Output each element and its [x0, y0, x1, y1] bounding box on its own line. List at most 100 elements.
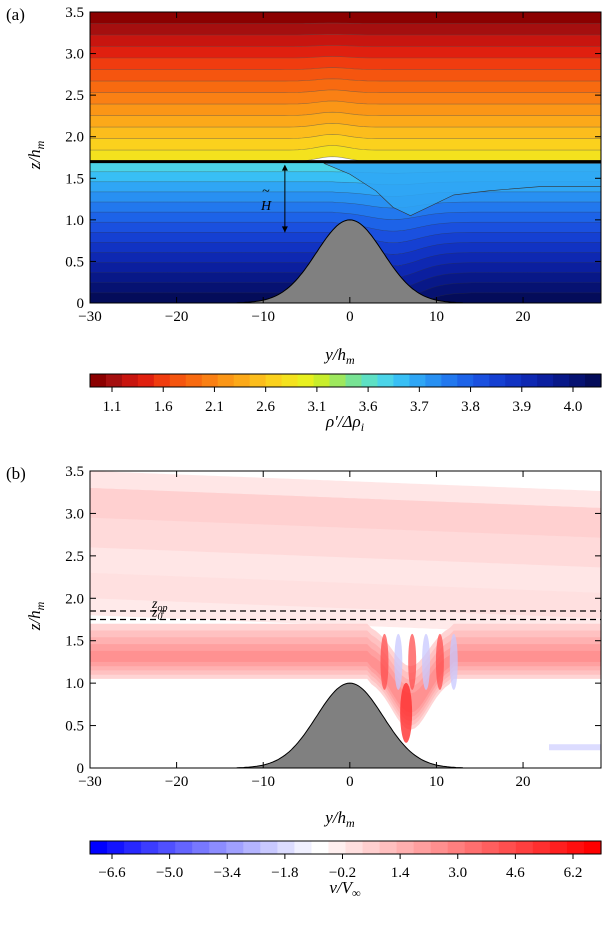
- colorbar-swatch: [457, 374, 474, 387]
- y-tick-label: 2.5: [65, 549, 84, 565]
- colorbar-swatch: [243, 841, 261, 854]
- velocity-band-jet: [90, 644, 601, 718]
- colorbar-swatch: [209, 841, 227, 854]
- colorbar-swatch: [249, 374, 267, 387]
- colorbar-tick-label: −0.2: [329, 865, 356, 881]
- colorbar-tick-label: −1.8: [271, 865, 298, 881]
- colorbar-tick-label: −3.4: [214, 865, 242, 881]
- x-axis-title: y/hm: [323, 345, 355, 367]
- colorbar-swatch: [345, 841, 364, 854]
- colorbar-swatch: [441, 374, 458, 387]
- x-tick-label: 20: [516, 309, 531, 325]
- y-tick-label: 2.0: [65, 130, 84, 146]
- colorbar-swatch: [297, 374, 315, 387]
- colorbar-swatch: [413, 841, 432, 854]
- colorbar-tick-label: 1.6: [154, 399, 173, 415]
- colorbar-tick-label: 1.4: [391, 865, 410, 881]
- y-tick-label: 1.0: [65, 213, 84, 229]
- y-tick-label: 0: [77, 761, 85, 777]
- colorbar-swatch: [361, 374, 379, 387]
- colorbar-swatch: [362, 841, 381, 854]
- colorbar-swatch: [430, 841, 449, 854]
- y-tick-label: 2.5: [65, 88, 84, 104]
- x-tick-label: −20: [165, 774, 188, 790]
- colorbar-swatch: [549, 841, 568, 854]
- colorbar-swatch: [329, 374, 347, 387]
- colorbar-swatch: [425, 374, 442, 387]
- colorbar-swatch: [328, 841, 347, 854]
- colorbar-swatch: [175, 841, 193, 854]
- layer-depth-arrow: [281, 164, 288, 233]
- y-tick-label: 0: [77, 296, 85, 312]
- colorbar-swatch: [583, 841, 602, 854]
- colorbar-tick-label: 2.6: [256, 399, 275, 415]
- colorbar-swatch: [537, 374, 554, 387]
- colorbar-tick-label: 1.1: [103, 399, 122, 415]
- colorbar-swatch: [377, 374, 395, 387]
- y-tick-label: 3.0: [65, 506, 84, 522]
- colorbar-tick-label: 3.6: [359, 399, 378, 415]
- colorbar-swatch: [532, 841, 551, 854]
- layer-depth-annotation-accent: ~: [262, 184, 270, 199]
- colorbar-swatch: [481, 841, 500, 854]
- y-tick-label: 1.5: [65, 171, 84, 187]
- hill-topography: [236, 219, 463, 304]
- y-tick-label: 1.0: [65, 676, 84, 692]
- velocity-band-upper: [90, 572, 601, 623]
- colorbar-frame: [89, 840, 602, 855]
- layer-depth-annotation: H: [260, 199, 272, 214]
- colorbar-swatch: [260, 841, 278, 854]
- colorbar: 1.1 1.6 2.1 2.6 3.1 3.6 3.7 3.8 3.9 4.0: [89, 373, 602, 415]
- colorbar-swatch: [447, 841, 466, 854]
- colorbar-swatch: [505, 374, 522, 387]
- colorbar-swatch: [107, 841, 125, 854]
- reference-line-label: zop: [151, 597, 167, 614]
- colorbar-tick-label: 3.7: [410, 399, 429, 415]
- colorbar-swatch: [515, 841, 534, 854]
- colorbar-swatch: [294, 841, 313, 854]
- colorbar-swatch: [585, 374, 602, 387]
- colorbar-tick-label: −5.0: [156, 865, 183, 881]
- colorbar-swatch: [313, 374, 331, 387]
- y-axis-title: z/hm: [25, 601, 47, 631]
- colorbar-swatch: [521, 374, 538, 387]
- colorbar-tick-label: −6.6: [98, 865, 126, 881]
- colorbar-swatch: [121, 374, 139, 387]
- lee-wave-cell: [380, 633, 389, 690]
- colorbar-swatch: [489, 374, 506, 387]
- colorbar-swatch: [265, 374, 283, 387]
- colorbar-tick-label: 3.0: [448, 865, 467, 881]
- x-axis-ticks: −30 −20 −10 0 10 20: [78, 12, 531, 325]
- y-tick-label: 2.0: [65, 591, 84, 607]
- colorbar-swatch: [192, 841, 210, 854]
- lee-wave-cell: [449, 633, 458, 690]
- velocity-band-upper: [90, 488, 601, 538]
- y-tick-label: 3.5: [65, 464, 84, 480]
- lee-wave-cell: [422, 633, 431, 690]
- colorbar-tick-label: 3.8: [461, 399, 480, 415]
- colorbar-swatch: [141, 841, 159, 854]
- lee-wave-cell: [394, 633, 403, 690]
- colorbar-tick-label: 4.0: [564, 399, 583, 415]
- colorbar-tick-label: 3.9: [512, 399, 531, 415]
- lee-wave-cell: [408, 633, 417, 690]
- colorbar-tick-label: 3.1: [308, 399, 327, 415]
- colorbar-swatch: [409, 374, 426, 387]
- colorbar-swatch: [464, 841, 483, 854]
- velocity-band-jet: [90, 650, 601, 713]
- colorbar-frame: [89, 373, 602, 388]
- colorbar-swatch: [473, 374, 490, 387]
- x-tick-label: −10: [251, 774, 274, 790]
- colorbar-title: v/V∞: [329, 878, 361, 900]
- colorbar-swatch: [345, 374, 363, 387]
- x-axis-ticks: −30 −20 −10 0 10 20: [78, 471, 531, 790]
- colorbar-swatch: [226, 841, 244, 854]
- y-tick-label: 3.0: [65, 47, 84, 63]
- colorbar-title: ρ′/Δρi: [325, 412, 364, 434]
- lee-wave-cell: [435, 633, 444, 690]
- arrow-head-down: [281, 226, 288, 233]
- y-axis-ticks: 0 0.5 1.0 1.5 2.0 2.5 3.0 3.5: [65, 464, 601, 777]
- y-tick-label: 0.5: [65, 254, 84, 270]
